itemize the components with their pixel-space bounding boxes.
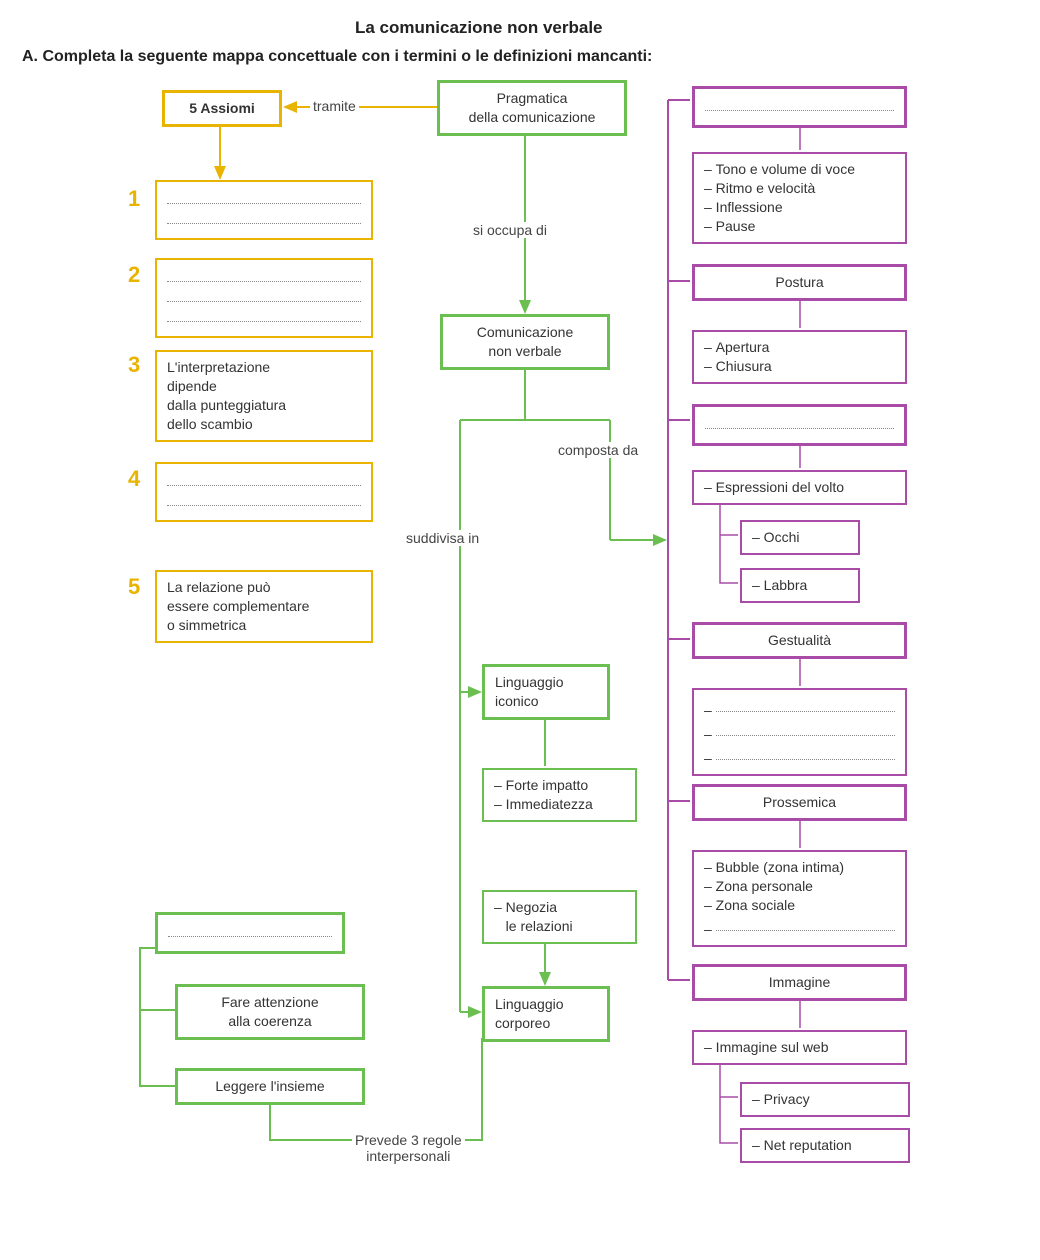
node-iconico-detail: – Forte impatto– Immediatezza [482,768,637,822]
node-corporeo: Linguaggiocorporeo [482,986,610,1042]
node-p1-title[interactable] [692,86,907,128]
node-p3-sub2: – Labbra [740,568,860,603]
node-p3-sub1: – Occhi [740,520,860,555]
node-assiomi: 5 Assiomi [162,90,282,127]
node-pragmatica: Pragmaticadella comunicazione [437,80,627,136]
num-5: 5 [128,574,140,600]
num-4: 4 [128,466,140,492]
node-p3-detail: – Espressioni del volto [692,470,907,505]
node-p3-title[interactable] [692,404,907,446]
node-assioma-3: L'interpretazionedipendedalla punteggiat… [155,350,373,442]
label-suddivisa-in: suddivisa in [403,530,482,546]
label-tramite: tramite [310,98,359,114]
node-assioma-5: La relazione puòessere complementareo si… [155,570,373,643]
node-green-blank[interactable] [155,912,345,954]
node-p1-detail: – Tono e volume di voce– Ritmo e velocit… [692,152,907,244]
node-iconico: Linguaggioiconico [482,664,610,720]
label-composta-da: composta da [555,442,641,458]
node-p6-title: Immagine [692,964,907,1001]
node-p2-detail: – Apertura– Chiusura [692,330,907,384]
node-p4-detail[interactable]: – – – [692,688,907,776]
page-subtitle: A. Completa la seguente mappa concettual… [22,48,652,66]
node-p2-title: Postura [692,264,907,301]
num-3: 3 [128,352,140,378]
node-assioma-2[interactable] [155,258,373,338]
node-p5-title: Prossemica [692,784,907,821]
num-2: 2 [128,262,140,288]
node-p6-detail: – Immagine sul web [692,1030,907,1065]
node-assioma-1[interactable] [155,180,373,240]
node-leggere: Leggere l'insieme [175,1068,365,1105]
label-prevede: Prevede 3 regoleinterpersonali [352,1132,465,1164]
node-negozia: – Negozia le relazioni [482,890,637,944]
node-cnv: Comunicazionenon verbale [440,314,610,370]
node-p6-sub2: – Net reputation [740,1128,910,1163]
node-attenzione: Fare attenzionealla coerenza [175,984,365,1040]
num-1: 1 [128,186,140,212]
node-p6-sub1: – Privacy [740,1082,910,1117]
node-assioma-4[interactable] [155,462,373,522]
label-si-occupa: si occupa di [470,222,550,238]
node-p4-title: Gestualità [692,622,907,659]
node-p5-detail[interactable]: – Bubble (zona intima)– Zona personale– … [692,850,907,947]
page-title: La comunicazione non verbale [355,18,603,38]
